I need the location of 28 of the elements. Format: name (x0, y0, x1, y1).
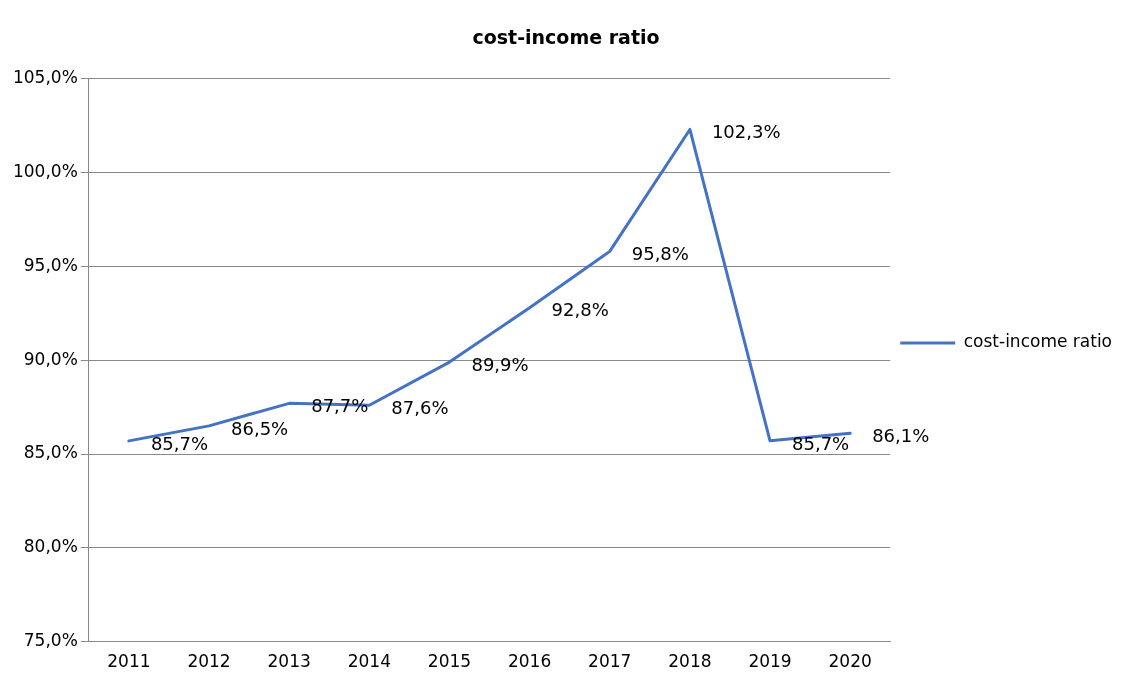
y-tick-label: 90,0% (23, 348, 78, 369)
data-label: 85,7% (792, 432, 850, 454)
data-label: 92,8% (551, 299, 609, 321)
data-label: 95,8% (631, 243, 689, 265)
chart-title: cost-income ratio (472, 26, 660, 49)
data-label: 87,6% (391, 396, 449, 418)
x-tick-label: 2020 (828, 651, 872, 672)
x-tick-label: 2014 (347, 651, 391, 672)
y-tick-label: 95,0% (23, 254, 78, 275)
x-tick-label: 2015 (427, 651, 472, 672)
data-label: 89,9% (471, 353, 529, 375)
legend-label: cost-income ratio (963, 331, 1113, 352)
x-tick-label: 2013 (267, 651, 311, 672)
y-tick-label: 100,0% (12, 161, 78, 182)
y-tick-label: 75,0% (23, 630, 78, 651)
x-tick-label: 2018 (668, 651, 712, 672)
data-label: 102,3% (711, 121, 781, 143)
data-label: 86,1% (872, 425, 930, 447)
y-tick-label: 85,0% (23, 442, 78, 463)
x-tick-label: 2011 (107, 651, 151, 672)
x-tick-label: 2017 (588, 651, 632, 672)
data-label: 85,7% (150, 432, 209, 454)
x-tick-label: 2012 (187, 651, 231, 672)
data-label: 86,5% (231, 417, 289, 439)
x-tick-label: 2019 (748, 651, 792, 672)
y-tick-label: 105,0% (12, 67, 78, 88)
y-tick-label: 80,0% (23, 536, 78, 557)
x-tick-label: 2016 (507, 651, 552, 672)
